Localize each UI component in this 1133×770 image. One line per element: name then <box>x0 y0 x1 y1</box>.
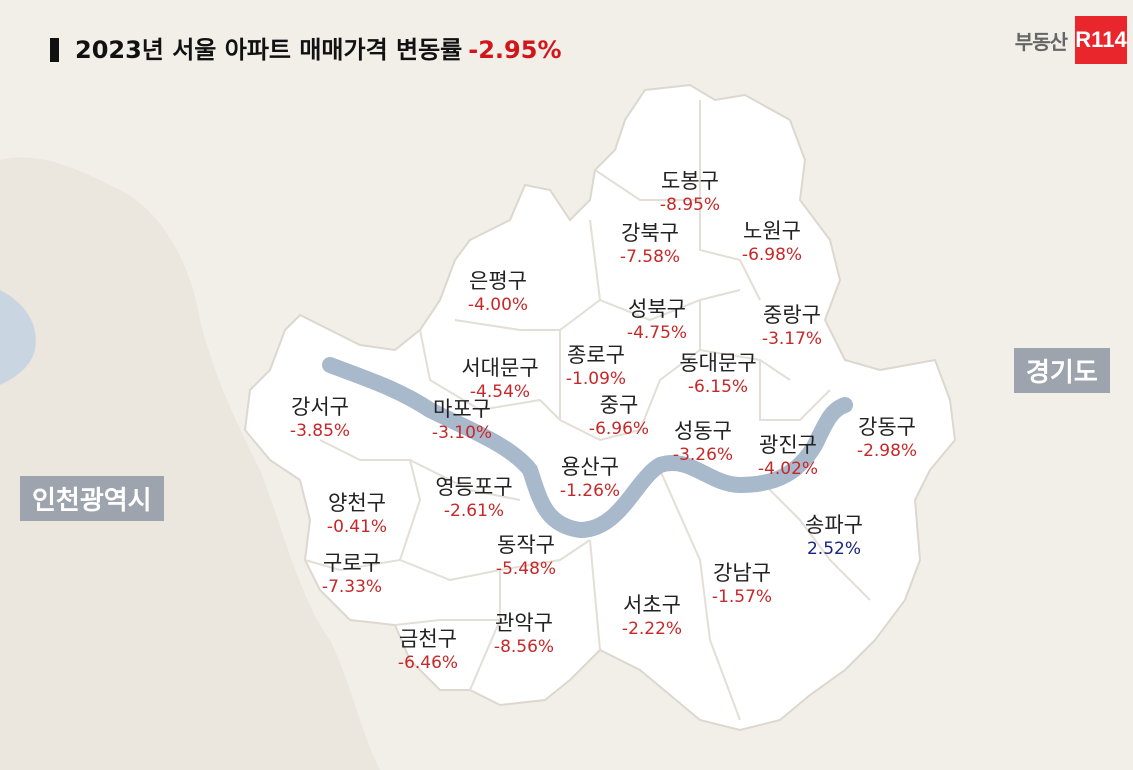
district-name: 서대문구 <box>461 356 539 380</box>
district-rate: -1.09% <box>565 369 627 389</box>
district-rate: 2.52% <box>806 539 861 559</box>
district-rate: -2.22% <box>621 619 683 639</box>
district-1: 도봉구 -8.95% <box>660 168 720 216</box>
district-16: 용산구 -1.26% <box>560 454 620 502</box>
district-name: 관악구 <box>495 611 553 635</box>
title-text: 2023년 서울 아파트 매매가격 변동률 <box>75 36 463 64</box>
district-3: 노원구 -6.98% <box>742 218 802 266</box>
district-14: 광진구 -4.02% <box>758 432 818 480</box>
district-rate: -2.98% <box>856 441 918 461</box>
district-name: 성동구 <box>674 419 732 443</box>
district-rate: -4.75% <box>626 323 688 343</box>
district-rate: -3.10% <box>431 423 493 443</box>
district-name: 강서구 <box>291 395 349 419</box>
district-name: 도봉구 <box>661 169 719 193</box>
district-name: 광진구 <box>759 433 817 457</box>
district-name: 동대문구 <box>679 351 757 375</box>
district-rate: -4.54% <box>469 382 531 402</box>
district-name: 용산구 <box>561 455 619 479</box>
district-name: 은평구 <box>469 269 527 293</box>
district-rate: -2.61% <box>443 501 505 521</box>
district-21: 구로구 -7.33% <box>322 550 382 598</box>
district-name: 강남구 <box>713 561 771 585</box>
district-name: 금천구 <box>399 627 457 651</box>
district-name: 중랑구 <box>763 303 821 327</box>
district-name: 구로구 <box>323 551 381 575</box>
district-name: 강북구 <box>621 221 679 245</box>
district-10: 강서구 -3.85% <box>290 394 350 442</box>
region-label-gyeonggi: 경기도 <box>1014 348 1110 393</box>
district-22: 강남구 -1.57% <box>712 560 772 608</box>
district-rate: -7.58% <box>619 247 681 267</box>
district-8: 종로구 -1.09% <box>566 342 626 390</box>
overall-rate: -2.95% <box>468 36 562 64</box>
district-rate: -3.26% <box>672 445 734 465</box>
han-river <box>322 357 853 539</box>
title-marker <box>50 38 59 62</box>
district-rate: -6.96% <box>588 419 650 439</box>
district-rate: -7.33% <box>321 577 383 597</box>
district-12: 중구 -6.96% <box>589 392 649 440</box>
district-4: 은평구 -4.00% <box>468 268 528 316</box>
district-rate: -5.48% <box>495 559 557 579</box>
district-rate: -3.17% <box>761 329 823 349</box>
brand-logo: 부동산 R114 <box>1015 16 1127 64</box>
district-25: 금천구 -6.46% <box>398 626 458 674</box>
district-name: 노원구 <box>743 219 801 243</box>
district-name: 송파구 <box>805 513 863 537</box>
district-5: 성북구 -4.75% <box>627 296 687 344</box>
west-landmass <box>0 157 380 770</box>
district-borders <box>304 100 871 721</box>
district-rate: -3.85% <box>289 421 351 441</box>
page-title: 2023년 서울 아파트 매매가격 변동률 -2.95% <box>50 30 562 65</box>
district-20: 동작구 -5.48% <box>496 532 556 580</box>
district-17: 영등포구 -2.61% <box>435 474 512 522</box>
district-11: 마포구 -3.10% <box>432 396 492 444</box>
district-name: 영등포구 <box>435 475 513 499</box>
district-rate: -4.00% <box>467 295 529 315</box>
district-15: 강동구 -2.98% <box>857 414 917 462</box>
district-rate: -8.95% <box>659 195 721 215</box>
district-name: 성북구 <box>628 297 686 321</box>
brand-logo-box: R114 <box>1075 16 1127 64</box>
district-name: 양천구 <box>328 491 386 515</box>
district-name: 마포구 <box>433 397 491 421</box>
district-13: 성동구 -3.26% <box>673 418 733 466</box>
district-name: 서초구 <box>623 593 681 617</box>
district-name: 중구 <box>599 393 639 417</box>
district-name: 동작구 <box>497 533 555 557</box>
district-18: 양천구 -0.41% <box>327 490 387 538</box>
region-label-incheon: 인천광역시 <box>20 476 164 521</box>
west-coast-water <box>0 290 36 385</box>
district-rate: -1.26% <box>559 481 621 501</box>
district-rate: -6.15% <box>687 377 749 397</box>
district-rate: -4.02% <box>757 459 819 479</box>
district-19: 송파구 2.52% <box>805 512 863 560</box>
district-2: 강북구 -7.58% <box>620 220 680 268</box>
district-name: 종로구 <box>567 343 625 367</box>
district-9: 동대문구 -6.15% <box>679 350 756 398</box>
district-rate: -6.98% <box>741 245 803 265</box>
district-23: 서초구 -2.22% <box>622 592 682 640</box>
district-24: 관악구 -8.56% <box>494 610 554 658</box>
brand-text: 부동산 <box>1014 29 1068 54</box>
district-name: 강동구 <box>858 415 916 439</box>
district-rate: -8.56% <box>493 637 555 657</box>
district-rate: -1.57% <box>711 587 773 607</box>
district-rate: -0.41% <box>326 517 388 537</box>
district-7: 서대문구 -4.54% <box>461 355 538 403</box>
district-6: 중랑구 -3.17% <box>762 302 822 350</box>
district-rate: -6.46% <box>397 653 459 673</box>
